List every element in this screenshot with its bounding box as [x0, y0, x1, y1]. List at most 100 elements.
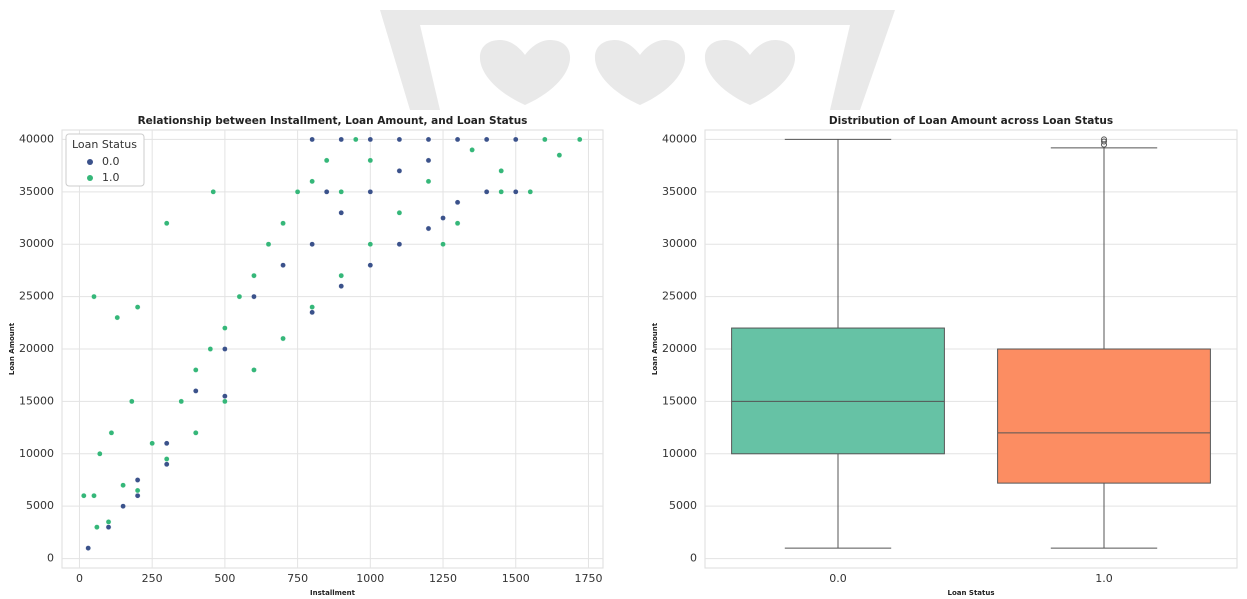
- watermark-heart: [480, 40, 570, 105]
- scatter-point: [528, 189, 533, 194]
- y-tick-label: 0: [690, 552, 697, 565]
- scatter-point: [222, 346, 227, 351]
- chart-title: Distribution of Loan Amount across Loan …: [829, 115, 1113, 127]
- scatter-point: [310, 310, 315, 315]
- legend-label: 0.0: [102, 155, 120, 168]
- scatter-point: [280, 263, 285, 268]
- scatter-point: [179, 399, 184, 404]
- scatter-point: [470, 147, 475, 152]
- legend-marker: [87, 159, 93, 165]
- scatter-point: [193, 367, 198, 372]
- scatter-point: [397, 137, 402, 142]
- y-tick-label: 10000: [662, 447, 697, 460]
- y-tick-label: 15000: [662, 394, 697, 407]
- scatter-point: [106, 525, 111, 530]
- scatter-point: [164, 462, 169, 467]
- scatter-point: [440, 242, 445, 247]
- box: [998, 349, 1211, 483]
- scatter-point: [208, 346, 213, 351]
- scatter-point: [368, 137, 373, 142]
- scatter-point: [339, 284, 344, 289]
- y-axis-label: Loan Amount: [8, 322, 16, 375]
- scatter-point: [222, 394, 227, 399]
- x-tick-label: 0: [76, 572, 83, 585]
- y-tick-label: 20000: [662, 342, 697, 355]
- scatter-point: [135, 493, 140, 498]
- scatter-point: [455, 137, 460, 142]
- scatter-point: [109, 430, 114, 435]
- scatter-point: [91, 493, 96, 498]
- scatter-point: [251, 273, 256, 278]
- scatter-point: [135, 488, 140, 493]
- x-tick-label: 1.0: [1095, 572, 1113, 585]
- scatter-point: [135, 477, 140, 482]
- scatter-point: [164, 441, 169, 446]
- scatter-point: [280, 221, 285, 226]
- scatter-point: [513, 189, 518, 194]
- x-tick-label: 1500: [502, 572, 530, 585]
- scatter-point: [577, 137, 582, 142]
- x-axis-label: Installment: [310, 589, 356, 597]
- scatter-point: [266, 242, 271, 247]
- scatter-point: [368, 242, 373, 247]
- legend-title: Loan Status: [72, 138, 137, 151]
- scatter-point: [484, 137, 489, 142]
- scatter-point: [91, 294, 96, 299]
- scatter-point: [115, 315, 120, 320]
- y-tick-label: 5000: [669, 499, 697, 512]
- scatter-point: [310, 304, 315, 309]
- scatter-point: [97, 451, 102, 456]
- chart: Relationship between Installment, Loan A…: [0, 0, 1247, 599]
- scatter-point: [339, 189, 344, 194]
- scatter-point: [150, 441, 155, 446]
- scatter-point: [94, 525, 99, 530]
- scatter-point: [222, 399, 227, 404]
- y-axis-label: Loan Amount: [651, 322, 659, 375]
- scatter-point: [164, 456, 169, 461]
- scatter-point: [222, 325, 227, 330]
- watermark-heart: [705, 40, 795, 105]
- y-tick-label: 10000: [19, 447, 54, 460]
- x-tick-label: 250: [142, 572, 163, 585]
- legend-marker: [87, 175, 93, 181]
- x-tick-label: 1750: [574, 572, 602, 585]
- y-tick-label: 0: [47, 552, 54, 565]
- scatter-point: [397, 168, 402, 173]
- scatter-point: [193, 430, 198, 435]
- scatter-point: [426, 158, 431, 163]
- scatter-point: [542, 137, 547, 142]
- scatter-point: [120, 504, 125, 509]
- x-axis-label: Loan Status: [947, 589, 994, 597]
- scatter-point: [499, 189, 504, 194]
- y-tick-label: 35000: [19, 185, 54, 198]
- scatter-point: [557, 153, 562, 158]
- chart-title: Relationship between Installment, Loan A…: [138, 115, 528, 127]
- x-tick-label: 750: [287, 572, 308, 585]
- scatter-point: [120, 483, 125, 488]
- x-tick-label: 1250: [429, 572, 457, 585]
- y-tick-label: 25000: [19, 290, 54, 303]
- scatter-point: [280, 336, 285, 341]
- scatter-point: [86, 545, 91, 550]
- page: {"chart_data": [ {"type": "scatter", "ti…: [0, 0, 1247, 599]
- scatter-point: [440, 215, 445, 220]
- scatter-point: [426, 226, 431, 231]
- scatter-point: [193, 388, 198, 393]
- y-tick-label: 5000: [26, 499, 54, 512]
- scatter-point: [397, 242, 402, 247]
- scatter-point: [339, 137, 344, 142]
- scatter-point: [237, 294, 242, 299]
- scatter-point: [310, 137, 315, 142]
- scatter-point: [81, 493, 86, 498]
- scatter-point: [310, 242, 315, 247]
- scatter-point: [106, 519, 111, 524]
- scatter-point: [310, 179, 315, 184]
- scatter-point: [339, 210, 344, 215]
- scatter-point: [368, 158, 373, 163]
- x-tick-label: 500: [214, 572, 235, 585]
- scatter-point: [135, 304, 140, 309]
- scatter-point: [324, 158, 329, 163]
- legend-label: 1.0: [102, 171, 120, 184]
- y-tick-label: 30000: [662, 237, 697, 250]
- y-tick-label: 40000: [19, 132, 54, 145]
